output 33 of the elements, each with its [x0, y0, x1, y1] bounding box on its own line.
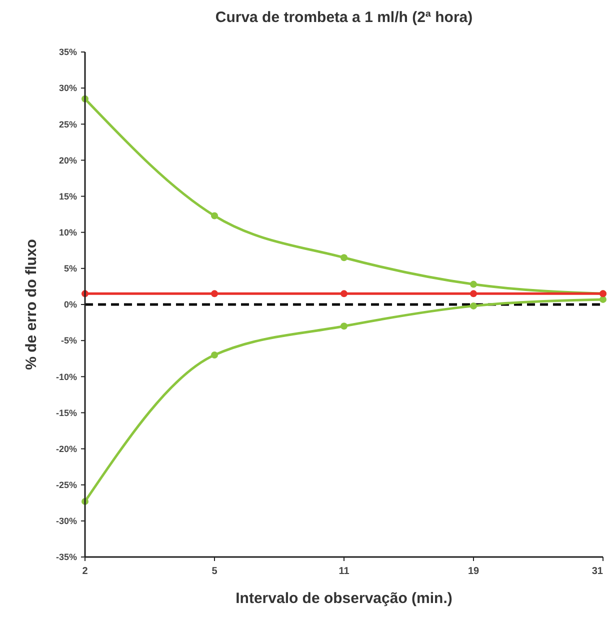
point — [211, 212, 218, 220]
point — [340, 290, 348, 298]
y-tick-label: -35% — [56, 552, 77, 562]
y-tick-label: -25% — [56, 480, 77, 490]
y-tick-label: 20% — [58, 155, 77, 166]
point — [600, 296, 606, 303]
x-tick-label: 2 — [82, 566, 88, 577]
y-tick-label: 25% — [58, 119, 77, 130]
x-tick-label: 5 — [212, 566, 218, 577]
y-tick-label: 0% — [64, 300, 77, 310]
point — [470, 290, 477, 298]
x-tick-label: 19 — [468, 566, 480, 577]
x-tick-label: 31 — [592, 566, 604, 577]
y-tick-label: 5% — [64, 264, 77, 274]
y-tick-label: -10% — [56, 372, 77, 382]
y-tick-label: 35% — [58, 47, 77, 58]
y-axis-title: % de erro do fluxo — [23, 239, 40, 370]
y-tick-label: 15% — [58, 191, 77, 202]
y-tick-label: -5% — [60, 336, 77, 346]
point — [340, 322, 348, 330]
point — [470, 302, 477, 310]
x-tick-label: 11 — [338, 566, 350, 577]
chart-title: Curva de trombeta a 1 ml/h (2ª hora) — [215, 9, 473, 26]
x-axis-title: Intervalo de observação (min.) — [236, 590, 452, 607]
point — [211, 352, 218, 358]
y-tick-label: 10% — [58, 228, 77, 238]
y-tick-label: -20% — [56, 444, 77, 454]
y-tick-label: -15% — [56, 408, 77, 418]
point — [470, 280, 477, 288]
y-tick-label: -30% — [56, 516, 77, 526]
y-tick-label: 30% — [58, 83, 77, 94]
point — [211, 290, 218, 298]
point — [340, 254, 348, 262]
